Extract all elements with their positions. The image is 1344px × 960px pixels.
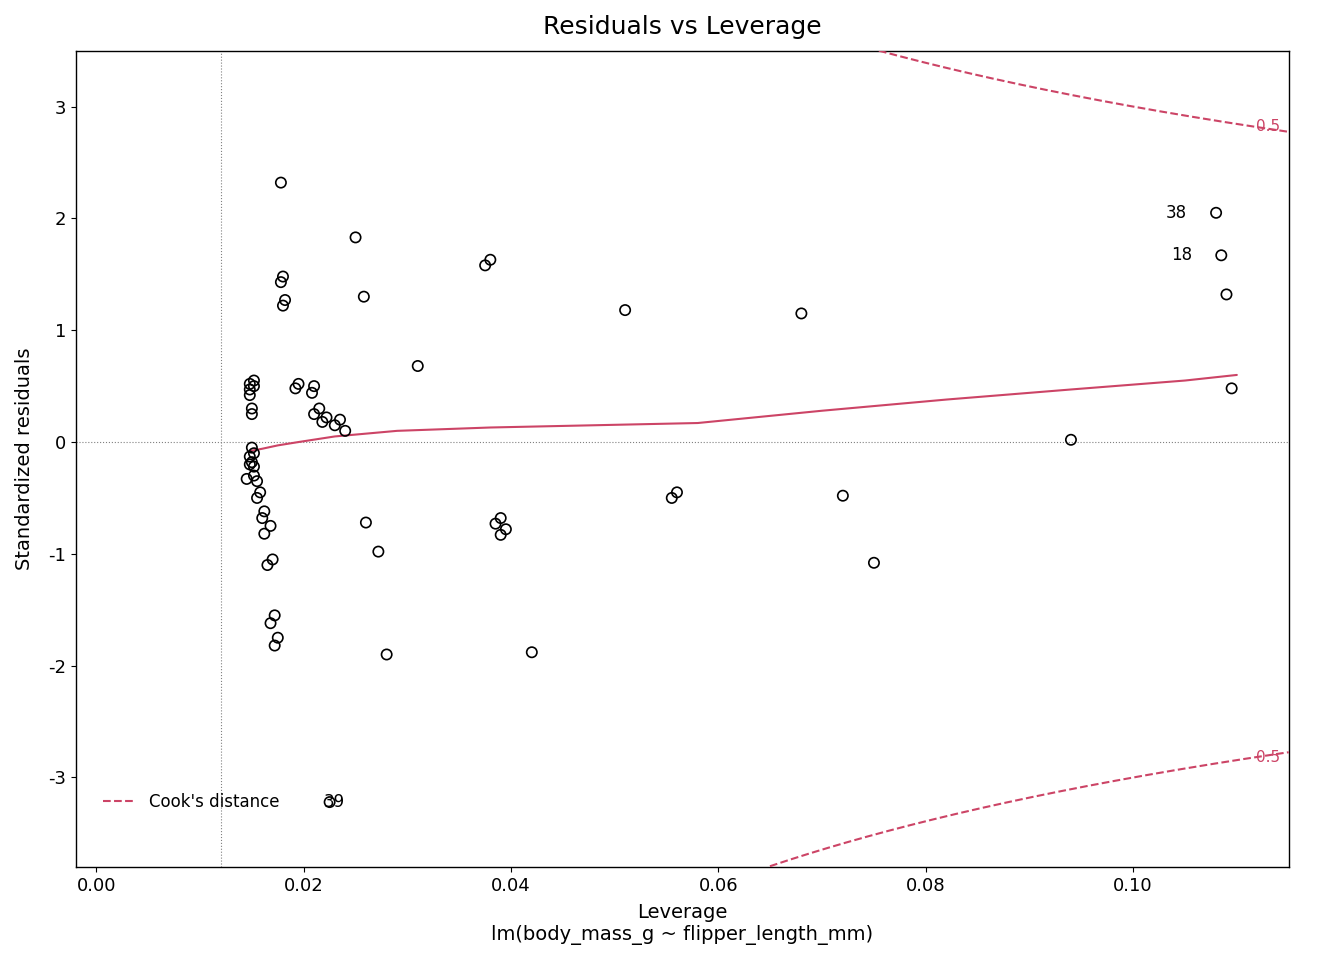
Point (304, 378, 325, 394)
Point (312, 414, 333, 429)
Text: 39: 39 (324, 793, 345, 811)
Point (241, 401, 262, 417)
X-axis label: Leverage
lm(body_mass_g ~ flipper_length_mm): Leverage lm(body_mass_g ~ flipper_length… (491, 903, 874, 945)
Point (661, 491, 683, 506)
Point (491, 511, 512, 526)
Point (288, 376, 309, 392)
Text: 0.5: 0.5 (1255, 750, 1279, 765)
Point (790, 306, 812, 322)
Point (273, 269, 294, 284)
Point (239, 388, 261, 403)
Point (1060, 432, 1082, 447)
Point (243, 445, 265, 461)
Point (241, 454, 262, 469)
Legend: Cook's distance: Cook's distance (95, 786, 286, 818)
Point (270, 275, 292, 290)
Point (241, 440, 262, 455)
Point (1220, 381, 1242, 396)
Point (267, 630, 289, 645)
Point (285, 381, 306, 396)
Point (243, 459, 265, 474)
Point (237, 471, 258, 487)
Point (274, 293, 296, 308)
Point (832, 488, 853, 503)
Point (270, 175, 292, 190)
Point (239, 376, 261, 392)
Text: 18: 18 (1171, 247, 1192, 264)
Point (353, 289, 375, 304)
Point (250, 485, 271, 500)
Point (246, 491, 267, 506)
Point (262, 552, 284, 567)
Point (259, 615, 281, 631)
Point (239, 449, 261, 465)
Title: Residuals vs Leverage: Residuals vs Leverage (543, 15, 821, 39)
Point (376, 647, 398, 662)
Point (239, 457, 261, 472)
Point (243, 378, 265, 394)
Point (368, 544, 390, 560)
Point (614, 302, 636, 318)
Point (345, 229, 367, 245)
Point (1216, 287, 1238, 302)
Point (495, 521, 516, 537)
Point (246, 473, 267, 489)
Point (263, 608, 285, 623)
Text: 0.5: 0.5 (1255, 119, 1279, 133)
Point (254, 526, 276, 541)
Point (273, 298, 294, 313)
Point (480, 252, 501, 268)
Point (316, 410, 337, 425)
Point (319, 795, 340, 810)
Point (474, 257, 496, 273)
Point (1206, 205, 1227, 221)
Point (407, 358, 429, 373)
Point (243, 372, 265, 388)
Point (251, 511, 273, 526)
Point (521, 644, 543, 660)
Point (667, 485, 688, 500)
Point (309, 401, 331, 417)
Point (241, 406, 262, 421)
Point (304, 406, 325, 421)
Point (254, 504, 276, 519)
Point (329, 412, 351, 427)
Point (259, 518, 281, 534)
Point (324, 418, 345, 433)
Point (491, 527, 512, 542)
Point (335, 423, 356, 439)
Point (863, 555, 884, 570)
Point (485, 516, 507, 531)
Point (301, 385, 323, 400)
Text: 38: 38 (1167, 204, 1187, 222)
Point (1211, 248, 1232, 263)
Y-axis label: Standardized residuals: Standardized residuals (15, 348, 34, 570)
Point (257, 558, 278, 573)
Point (263, 637, 285, 653)
Point (239, 382, 261, 397)
Point (243, 468, 265, 483)
Point (355, 515, 376, 530)
